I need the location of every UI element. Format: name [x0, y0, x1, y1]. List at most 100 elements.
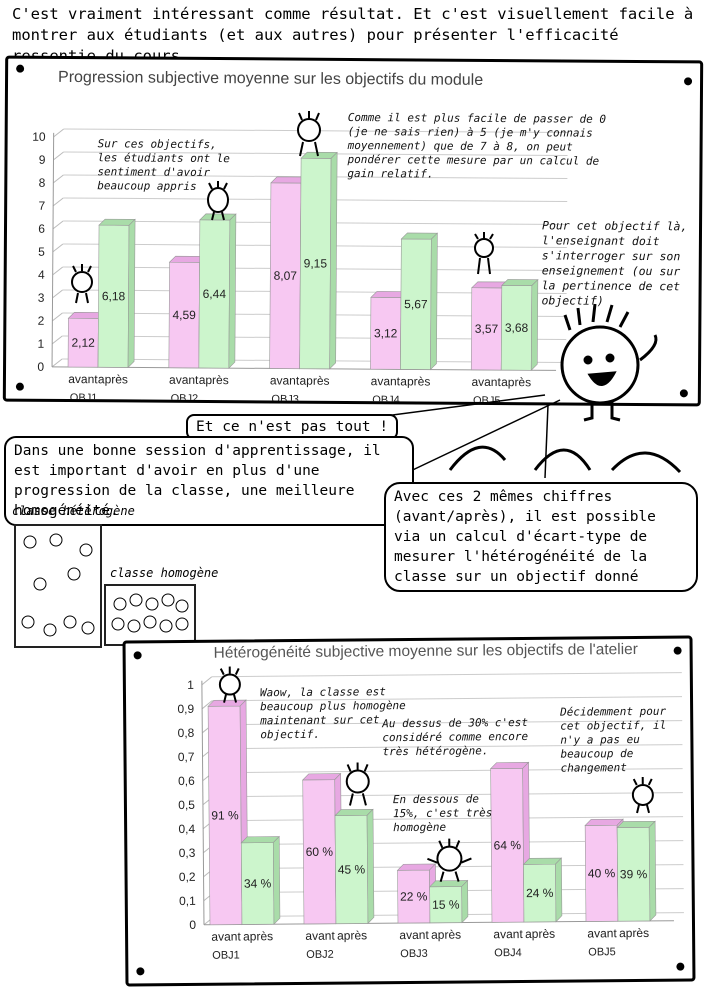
- gridline: [52, 312, 63, 322]
- y-tick-label: 1: [37, 337, 44, 351]
- bar-side: [228, 213, 237, 369]
- bubble-not-all: Et ce n'est pas tout !: [186, 414, 399, 440]
- x-sub-label: avant: [270, 373, 300, 387]
- gridline: [52, 220, 64, 230]
- chart2: 0 0,1 0,2 0,3 0,4 0,5 0,6 0,7 0,8 0,9 1 91 % avant 34…: [177, 672, 684, 962]
- data-label: 40 %: [588, 866, 616, 880]
- bar-side: [329, 151, 338, 370]
- data-label: 64 %: [494, 838, 522, 852]
- gridline: [212, 696, 683, 702]
- bar-side: [530, 278, 539, 371]
- note-learned: Sur ces objectifs, les étudiants ont le …: [97, 137, 231, 193]
- gridline: [211, 672, 682, 678]
- x-sub-label: après: [400, 374, 430, 388]
- data-label: 3,68: [505, 321, 529, 335]
- y-tick-label: 0,7: [178, 750, 195, 764]
- x-sub-label: avant: [471, 375, 501, 389]
- category-label: OBJ3: [400, 948, 428, 960]
- y-tick-label: 8: [39, 176, 46, 190]
- y-tick-label: 0,4: [178, 822, 195, 836]
- x-sub-label: avant: [587, 926, 617, 940]
- x-sub-label: avant: [68, 372, 98, 386]
- x-sub-label: après: [619, 926, 649, 940]
- category-label: OBJ1: [70, 392, 98, 403]
- gridline: [51, 358, 63, 368]
- y-tick-label: 0,5: [178, 798, 195, 812]
- data-label: 22 %: [400, 889, 428, 903]
- x-sub-label: après: [299, 374, 329, 388]
- gridline: [51, 335, 63, 345]
- bar-side: [127, 218, 136, 369]
- bubble-std-dev: Avec ces 2 mêmes chiffres (avant/après),…: [384, 482, 698, 592]
- bar-side: [555, 857, 563, 923]
- gridline: [213, 816, 684, 822]
- data-label: 2,12: [71, 336, 95, 350]
- chart2-panel: Hétérogénéité subjective moyenne sur les…: [122, 635, 696, 987]
- note-below15: En dessous de 15%, c'est très homogène: [392, 792, 493, 835]
- y-tick-label: 0,6: [178, 774, 195, 788]
- data-label: 15 %: [432, 898, 460, 912]
- gridline: [212, 768, 683, 774]
- homogeneous-class-frame: [104, 584, 196, 646]
- speech-arc: [448, 445, 507, 471]
- data-label: 34 %: [244, 876, 272, 890]
- data-label: 45 %: [338, 862, 366, 876]
- gridline: [52, 197, 64, 207]
- gridline: [53, 151, 64, 161]
- x-sub-label: après: [199, 373, 229, 387]
- note-above30: Au dessus de 30% c'est considéré comme e…: [382, 715, 529, 759]
- y-tick-label: 4: [38, 268, 45, 282]
- note-no-change: Décidemment pour cet objectif, il n'y a …: [560, 704, 667, 775]
- data-label: 60 %: [306, 845, 334, 859]
- y-tick-label: 10: [32, 130, 46, 144]
- y-tick-label: 0,9: [177, 702, 194, 716]
- y-axis: [201, 680, 205, 925]
- speech-arc: [610, 451, 682, 474]
- bar-side: [272, 835, 281, 925]
- y-tick-label: 2: [38, 314, 45, 328]
- homogeneous-class-icon: [111, 593, 189, 633]
- chart1-panel: Progression subjective moyenne sur les o…: [2, 55, 704, 407]
- x-sub-label: avant: [399, 928, 429, 942]
- data-label: 8,07: [274, 269, 298, 283]
- gridline: [212, 720, 683, 726]
- x-sub-label: après: [98, 372, 128, 386]
- category-label: OBJ2: [171, 393, 199, 404]
- x-sub-label: avant: [169, 373, 199, 387]
- bar-side: [461, 879, 469, 924]
- y-tick-label: 0,1: [179, 894, 196, 908]
- gridline: [212, 744, 683, 750]
- y-tick-label: 0,8: [178, 726, 195, 740]
- y-tick-label: 5: [38, 245, 45, 259]
- heterogeneous-class-frame: [14, 524, 102, 648]
- gridline: [212, 792, 683, 798]
- y-tick-label: 0: [189, 918, 196, 932]
- x-sub-label: avant: [371, 374, 401, 388]
- category-label: OBJ2: [306, 949, 334, 961]
- y-tick-label: 0,2: [179, 870, 196, 884]
- y-tick-label: 1: [187, 678, 194, 692]
- data-label: 3,12: [374, 326, 398, 340]
- y-tick-label: 6: [38, 222, 45, 236]
- gridline: [53, 128, 65, 138]
- note-question-teaching: Pour cet objectif là, l'enseignant doit …: [541, 218, 688, 308]
- category-label: OBJ4: [494, 947, 522, 959]
- x-sub-label: avant: [493, 927, 523, 941]
- gridline: [53, 174, 64, 184]
- gridline: [52, 266, 64, 276]
- y-tick-label: 9: [39, 153, 46, 167]
- data-label: 91 %: [211, 808, 239, 822]
- data-label: 6,18: [102, 289, 126, 303]
- y-axis: [51, 132, 55, 367]
- category-label: OBJ5: [588, 946, 616, 958]
- chart1: 0123456789102,12avant6,18aprèsOBJ14,59av…: [32, 128, 568, 404]
- gridline: [52, 243, 64, 253]
- data-label: 39 %: [620, 867, 648, 881]
- speech-arc: [533, 448, 592, 471]
- y-tick-label: 0: [37, 360, 44, 374]
- bar-side: [366, 808, 375, 925]
- heterogeneous-class-icon: [21, 533, 95, 637]
- note-relative-gain: Comme il est plus facile de passer de 0 …: [347, 110, 607, 181]
- data-label: 9,15: [304, 256, 328, 270]
- x-sub-label: après: [501, 375, 531, 389]
